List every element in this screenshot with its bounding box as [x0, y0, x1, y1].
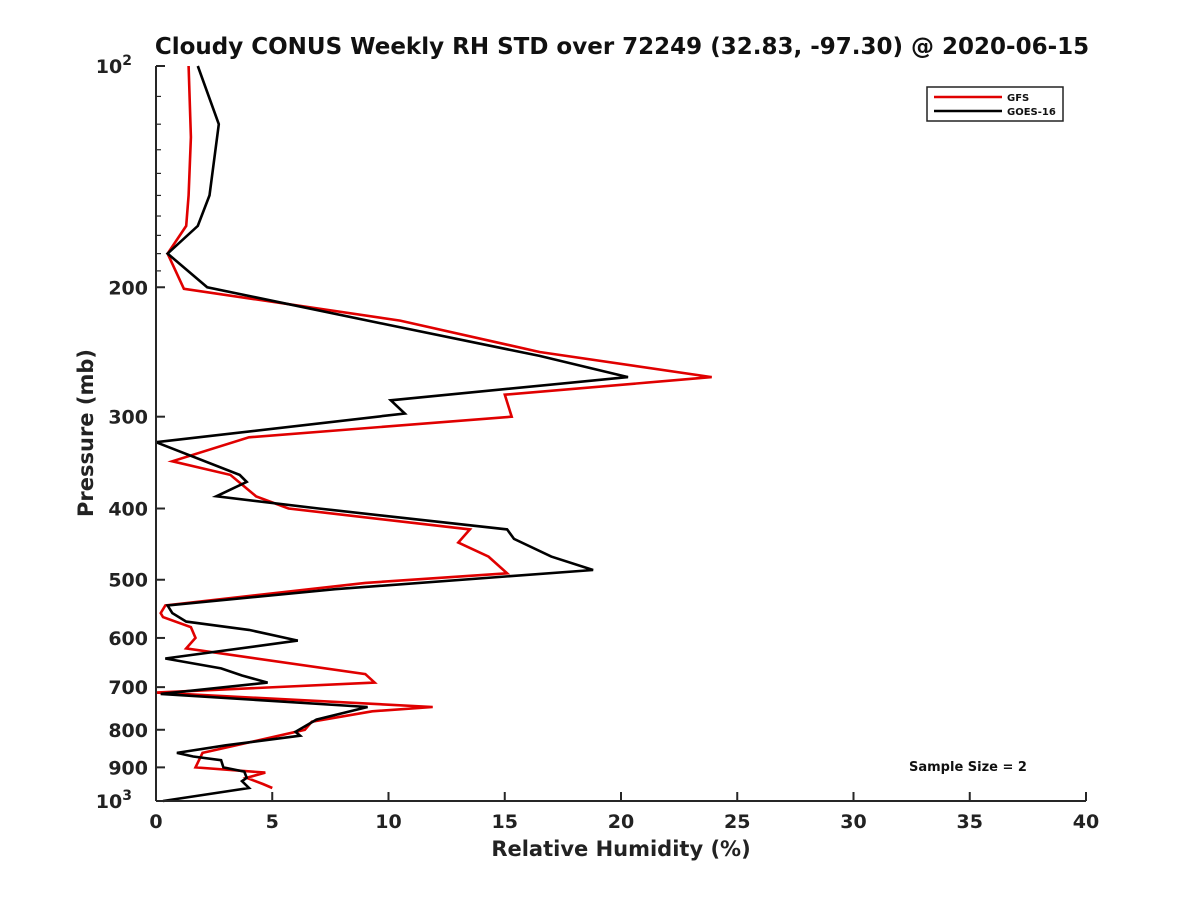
legend-label-gfs: GFS	[1007, 93, 1029, 104]
x-tick-label: 20	[608, 811, 634, 833]
x-tick-label: 15	[492, 811, 518, 833]
chart-title: Cloudy CONUS Weekly RH STD over 72249 (3…	[155, 34, 1089, 60]
legend: GFS GOES-16	[926, 86, 1064, 122]
x-axis-label: Relative Humidity (%)	[491, 837, 750, 861]
legend-box	[926, 86, 1064, 122]
y-tick-label: 300	[108, 407, 148, 429]
y-tick-label: 102	[96, 53, 132, 78]
x-tick-label: 40	[1073, 811, 1099, 833]
legend-label-goes16: GOES-16	[1007, 107, 1056, 118]
y-tick-label: 400	[108, 499, 148, 521]
sample-size-annotation: Sample Size = 2	[909, 760, 1027, 775]
x-tick-label: 10	[375, 811, 401, 833]
y-tick-label: 103	[96, 788, 132, 813]
y-axis-label: Pressure (mb)	[74, 349, 98, 517]
series-line-gfs	[155, 65, 712, 790]
y-axis-ticks: 102 200 300 400 500 600 700 800 900 103	[96, 53, 165, 813]
x-tick-label: 25	[724, 811, 750, 833]
y-tick-label: 200	[108, 277, 148, 299]
y-tick-label: 500	[108, 570, 148, 592]
x-axis-ticks: 0 5 10 15 20 25 30 35 40	[149, 792, 1099, 833]
x-tick-label: 0	[149, 811, 162, 833]
axes: 0 5 10 15 20 25 30 35 40 102 200 300 400 500 600 700 80…	[96, 53, 1099, 833]
series-line-goes-16	[155, 65, 629, 803]
series-lines	[155, 65, 712, 803]
y-tick-label: 900	[108, 757, 148, 779]
y-tick-label: 800	[108, 720, 148, 742]
y-tick-label: 600	[108, 628, 148, 650]
x-tick-label: 5	[266, 811, 279, 833]
y-tick-label: 700	[108, 677, 148, 699]
x-tick-label: 35	[957, 811, 983, 833]
x-tick-label: 30	[840, 811, 866, 833]
